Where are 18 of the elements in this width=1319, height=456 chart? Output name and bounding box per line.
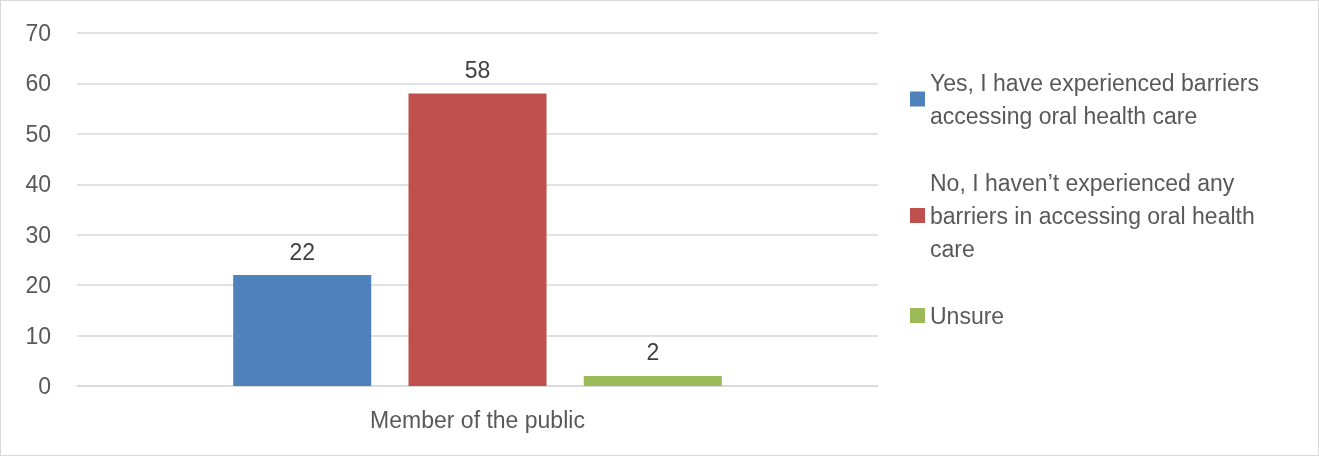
y-tick-label: 10 — [25, 322, 51, 349]
x-tick-label: Member of the public — [370, 406, 585, 433]
y-tick-label: 0 — [38, 373, 51, 399]
bar — [408, 93, 547, 386]
data-label: 22 — [289, 238, 315, 265]
y-tick-label: 30 — [25, 221, 51, 248]
y-tick-label: 20 — [25, 272, 51, 299]
y-tick-label: 70 — [25, 20, 51, 46]
y-tick-label: 50 — [25, 120, 51, 147]
legend-label: No, I haven’t experienced any barriers in accessing oral health care — [930, 169, 1262, 262]
data-label: 2 — [646, 339, 660, 366]
bar — [233, 275, 372, 386]
bar — [583, 375, 722, 386]
y-tick-label: 60 — [25, 70, 51, 97]
legend-label: Unsure — [930, 302, 1005, 329]
legend-label: Yes, I have experienced barriers accessing oral health care — [930, 69, 1266, 129]
data-label: 58 — [464, 57, 491, 84]
y-tick-label: 40 — [25, 171, 51, 198]
